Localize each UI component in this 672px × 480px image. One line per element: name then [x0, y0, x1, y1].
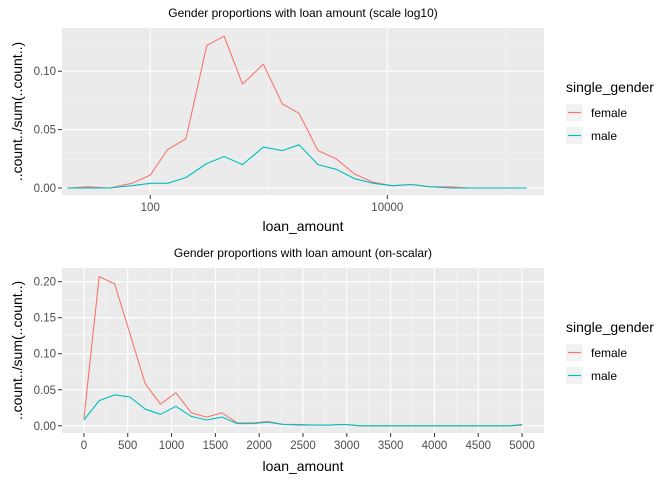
y-tick-label: 0.00 — [34, 183, 56, 195]
y-tick-label: 0.05 — [34, 125, 56, 137]
y-tick-label: 0.05 — [34, 385, 56, 397]
x-tick-label: 500 — [118, 440, 137, 452]
x-tick-label: 2000 — [246, 440, 272, 452]
y-axis-label: ..count../sum(..count..) — [9, 42, 25, 181]
legend-label-male: male — [591, 129, 617, 143]
y-tick-label: 0.20 — [34, 277, 56, 289]
y-tick-label: 0.15 — [34, 313, 56, 325]
plot-panel — [62, 28, 544, 195]
legend-label-female: female — [591, 346, 627, 360]
series-line-male — [67, 144, 527, 189]
legend-title: single_gender — [566, 319, 654, 335]
legend-title: single_gender — [566, 79, 654, 95]
x-tick-label: 1500 — [203, 440, 229, 452]
x-tick-label: 5000 — [509, 440, 535, 452]
y-tick-label: 0.10 — [34, 66, 56, 78]
y-axis-label: ..count../sum(..count..) — [9, 281, 25, 420]
chart-log-scale: 0.00 0.05 0.10 100 10000 Gender proportions w… — [9, 6, 654, 234]
series-line-female — [67, 35, 527, 189]
x-tick-label: 3000 — [334, 440, 360, 452]
chart-title: Gender proportions with loan amount (sca… — [168, 6, 437, 20]
series-line-male — [83, 394, 523, 427]
x-tick-label: 10000 — [371, 202, 403, 214]
chart-title: Gender proportions with loan amount (on-… — [174, 246, 432, 260]
legend-label-female: female — [591, 106, 627, 120]
y-tick-label: 0.10 — [34, 349, 56, 361]
x-axis-label: loan_amount — [263, 458, 344, 474]
x-tick-label: 4000 — [422, 440, 448, 452]
minor-grid — [62, 28, 544, 195]
x-tick-label: 2500 — [290, 440, 316, 452]
x-tick-label: 1000 — [159, 440, 185, 452]
legend-label-male: male — [591, 369, 617, 383]
y-tick-label: 0.00 — [34, 421, 56, 433]
x-tick-label: 0 — [81, 440, 87, 452]
x-tick-label: 100 — [141, 202, 160, 214]
x-tick-label: 3500 — [378, 440, 404, 452]
chart-linear-scale: 0.00 0.05 0.10 0.15 0.20 0 500 1000 1500 2000 2500… — [9, 246, 654, 474]
x-tick-label: 4500 — [465, 440, 491, 452]
x-axis-label: loan_amount — [263, 218, 344, 234]
